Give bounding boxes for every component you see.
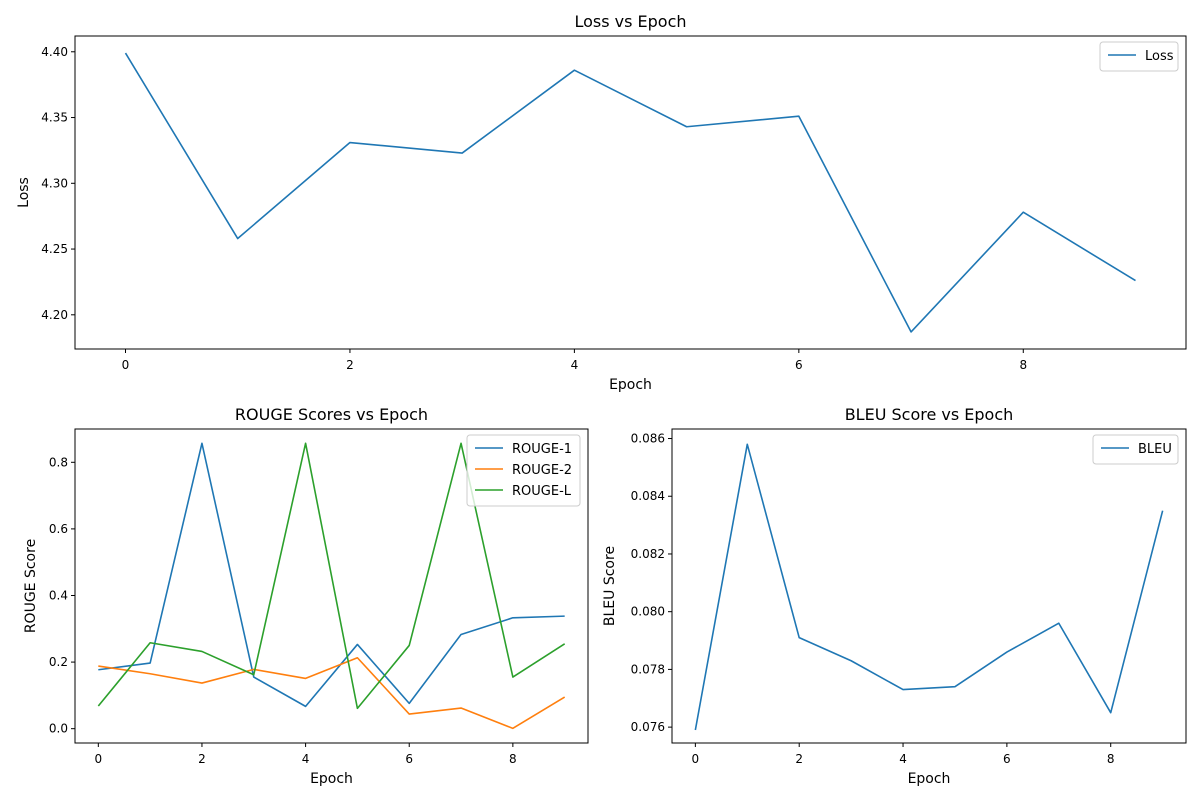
- legend-label: ROUGE-2: [512, 463, 572, 478]
- x-tick-label: 8: [509, 752, 517, 766]
- chart-title: Loss vs Epoch: [574, 12, 686, 31]
- plot-frame: [74, 428, 589, 744]
- y-tick-label: 0.6: [49, 522, 68, 536]
- y-tick-label: 4.40: [41, 45, 68, 59]
- legend-box: [466, 434, 581, 507]
- x-axis-label: Epoch: [908, 771, 951, 787]
- plot-frame: [74, 35, 1187, 350]
- legend: BLEU: [1092, 434, 1179, 465]
- y-tick-label: 4.20: [41, 308, 68, 322]
- x-tick-label: 8: [1107, 752, 1115, 766]
- y-axis-label: Loss: [16, 177, 32, 208]
- x-axis-label: Epoch: [310, 771, 353, 787]
- x-tick-label: 2: [198, 752, 206, 766]
- y-tick-label: 0.078: [631, 662, 665, 676]
- y-tick-label: 0.086: [631, 432, 665, 446]
- legend-label: BLEU: [1138, 442, 1172, 457]
- series-line-rouge-l: [97, 442, 566, 710]
- legend-box: [1092, 434, 1179, 465]
- y-tick-label: 4.35: [41, 111, 68, 125]
- y-tick-label: 0.4: [49, 588, 68, 602]
- legend-box: [1099, 41, 1179, 72]
- series-line-loss: [124, 52, 1136, 333]
- x-tick-label: 0: [94, 752, 102, 766]
- y-tick-label: 4.25: [41, 242, 68, 256]
- x-axis-label: Epoch: [609, 377, 652, 393]
- y-tick-label: 0.076: [631, 720, 665, 734]
- y-tick-label: 0.084: [631, 489, 665, 503]
- y-tick-label: 0.2: [49, 655, 68, 669]
- series-line-bleu: [694, 443, 1164, 731]
- x-tick-label: 0: [122, 358, 130, 372]
- chart-panel-0: Loss vs Epoch 0 2 4 6 8 4.20 4.25 4.30 4.35 4.40 Ep…: [16, 12, 1187, 393]
- chart-panel-1: ROUGE Scores vs Epoch 0 2 4 6 8 0.0 0.2 0.4 0.6 0.…: [23, 405, 589, 787]
- y-tick-label: 0.082: [631, 547, 665, 561]
- y-tick-label: 4.30: [41, 176, 68, 190]
- chart-title: ROUGE Scores vs Epoch: [235, 405, 428, 424]
- x-tick-label: 0: [692, 752, 700, 766]
- y-tick-label: 0.0: [49, 722, 68, 736]
- x-tick-label: 2: [346, 358, 354, 372]
- x-tick-label: 6: [795, 358, 803, 372]
- chart-title: BLEU Score vs Epoch: [845, 405, 1014, 424]
- y-axis-label: BLEU Score: [602, 546, 618, 626]
- y-axis-label: ROUGE Score: [23, 539, 39, 633]
- x-tick-label: 6: [405, 752, 413, 766]
- series-line-rouge-2: [98, 656, 566, 730]
- x-tick-label: 2: [795, 752, 803, 766]
- legend: Loss: [1099, 41, 1179, 72]
- legend: ROUGE-1 ROUGE-2 ROUGE-L: [466, 434, 581, 507]
- x-tick-label: 4: [899, 752, 907, 766]
- y-tick-label: 0.080: [631, 605, 665, 619]
- legend-label: ROUGE-1: [512, 442, 572, 457]
- chart-panel-2: BLEU Score vs Epoch 0 2 4 6 8 0.076 0.078 0.080 0…: [602, 405, 1187, 787]
- x-tick-label: 4: [302, 752, 310, 766]
- legend-label: Loss: [1145, 49, 1174, 64]
- x-tick-label: 4: [571, 358, 579, 372]
- legend-label: ROUGE-L: [512, 484, 572, 499]
- x-tick-label: 6: [1003, 752, 1011, 766]
- y-tick-label: 0.8: [49, 455, 68, 469]
- plot-frame: [671, 428, 1187, 744]
- x-tick-label: 8: [1019, 358, 1027, 372]
- series-line-rouge-1: [98, 442, 565, 708]
